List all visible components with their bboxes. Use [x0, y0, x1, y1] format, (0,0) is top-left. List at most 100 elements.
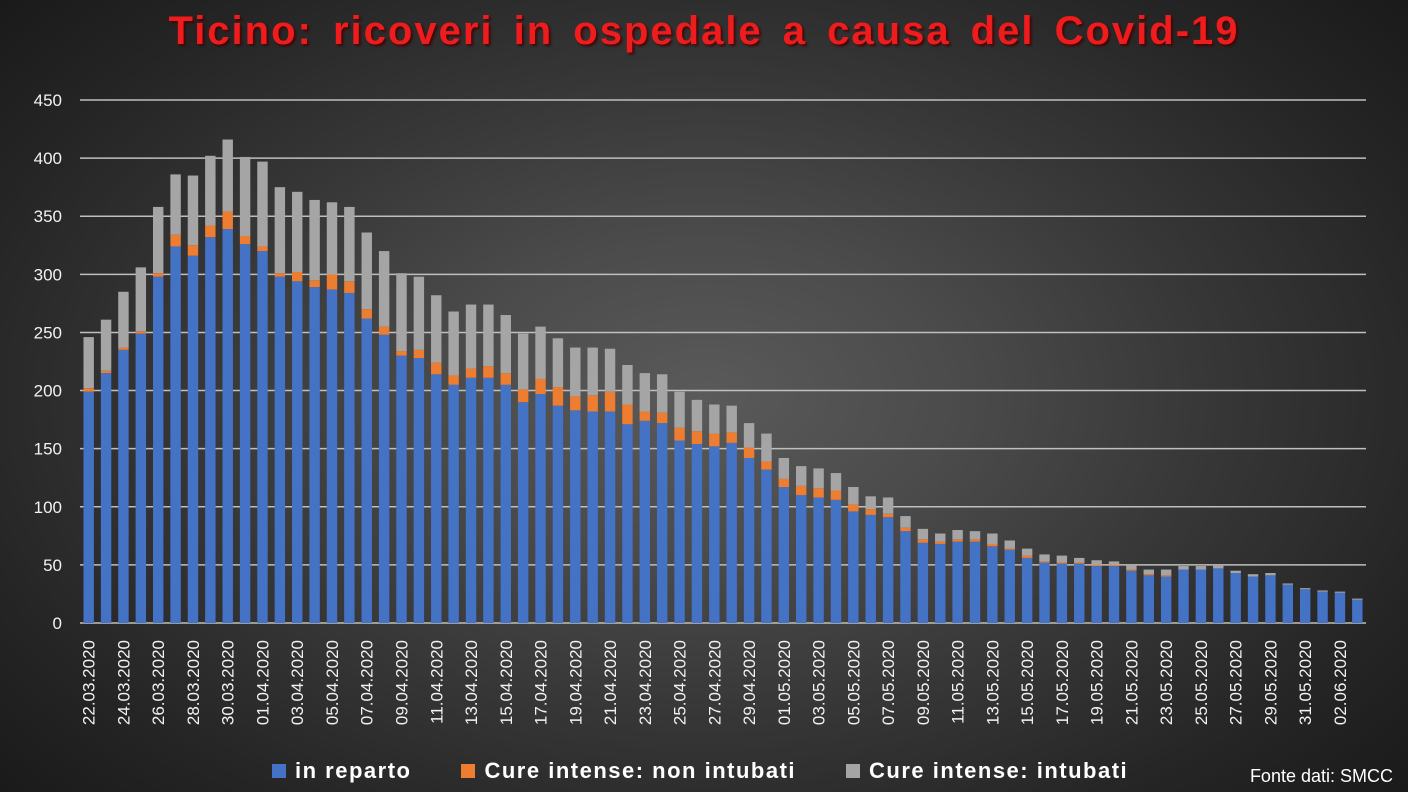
bar-segment-non-intubati [830, 490, 842, 500]
x-tick-label: 13.04.2020 [462, 640, 481, 725]
bar-segment-non-intubati [1108, 564, 1120, 567]
bar-segment-intubati [1074, 557, 1085, 563]
bar-segment-in-reparto [848, 511, 859, 623]
gridlines [80, 99, 1366, 624]
x-tick-label: 03.05.2020 [810, 640, 829, 725]
bar-segment-in-reparto [1160, 576, 1172, 623]
x-tick-label: 27.05.2020 [1227, 640, 1246, 725]
x-tick-label: 02.06.2020 [1331, 640, 1350, 725]
bar-segment-non-intubati [118, 347, 129, 350]
bar-segment-non-intubati [656, 412, 668, 424]
bar-segment-intubati [587, 347, 598, 396]
x-tick-label: 09.04.2020 [393, 640, 412, 725]
x-tick-label: 07.05.2020 [879, 640, 898, 725]
bar-segment-in-reparto [795, 495, 807, 623]
bar-segment-in-reparto [205, 237, 216, 623]
bar-segment-intubati [1195, 566, 1207, 570]
x-tick-label: 05.05.2020 [844, 640, 863, 725]
x-tick-label: 11.05.2020 [949, 640, 968, 724]
x-axis-labels: 22.03.2020 24.03.2020 26.03.2020 28.03.2020… [80, 640, 1350, 725]
bar-segment-intubati [257, 161, 268, 247]
bar-segment-intubati [552, 338, 564, 388]
bar-segment-non-intubati [274, 273, 286, 277]
bar-segment-non-intubati [987, 543, 998, 547]
bar-segment-intubati [187, 175, 199, 246]
bar-segment-in-reparto [326, 289, 338, 623]
bar-segment-intubati [570, 347, 581, 397]
bar-segment-intubati [622, 364, 633, 405]
x-tick-label: 29.05.2020 [1261, 640, 1280, 725]
bar-segment-in-reparto [570, 410, 581, 623]
bar-segment-non-intubati [570, 396, 581, 411]
x-tick-label: 15.04.2020 [497, 640, 516, 725]
bar-segment-non-intubati [500, 373, 511, 385]
bar-segment-in-reparto [535, 394, 546, 623]
x-tick-label: 17.05.2020 [1053, 640, 1072, 725]
bar-segment-in-reparto [1021, 557, 1033, 623]
bar-segment-intubati [239, 156, 251, 236]
bar-segment-intubati [274, 187, 286, 274]
bar-segment-in-reparto [709, 446, 720, 623]
bar-segment-in-reparto [152, 276, 164, 623]
bar-segment-in-reparto [83, 391, 94, 623]
source-note: Fonte dati: SMCC [1249, 766, 1393, 786]
bar-segment-intubati [535, 326, 546, 379]
bar-segment-in-reparto [1143, 575, 1154, 623]
bar-segment-non-intubati [1091, 564, 1102, 567]
bar-segment-intubati [1282, 583, 1294, 585]
bar-segment-in-reparto [1004, 549, 1015, 623]
x-tick-label: 23.05.2020 [1157, 640, 1176, 725]
bar-segment-intubati [882, 497, 894, 514]
bar-segment-intubati [431, 295, 442, 363]
y-tick-label: 200 [34, 382, 62, 401]
bar-segment-in-reparto [1178, 569, 1189, 623]
bar-segment-in-reparto [743, 457, 755, 623]
bar-segment-non-intubati [187, 245, 199, 256]
bar-segment-in-reparto [1074, 563, 1085, 623]
bar-segment-in-reparto [292, 281, 303, 623]
legend-swatch-non-intubati [461, 764, 476, 778]
bar-segment-in-reparto [361, 318, 372, 623]
bar-segment-non-intubati [865, 509, 876, 515]
bar-segment-in-reparto [1265, 575, 1276, 623]
bar-segment-in-reparto [987, 546, 998, 623]
bar-segment-intubati [1247, 574, 1259, 577]
bar-segment-in-reparto [500, 384, 511, 623]
bar-segment-non-intubati [292, 272, 303, 282]
bar-segment-in-reparto [969, 541, 981, 623]
bar-segment-non-intubati [1143, 574, 1154, 576]
bar-segment-non-intubati [483, 366, 494, 378]
bar-segment-intubati [1091, 560, 1102, 565]
y-tick-label: 250 [34, 323, 62, 342]
bar-segment-intubati [743, 423, 755, 448]
bar-segment-in-reparto [448, 384, 459, 623]
bar-segment-in-reparto [431, 374, 442, 623]
bar-segment-in-reparto [274, 276, 286, 623]
y-tick-label: 100 [34, 498, 62, 517]
bar-segment-non-intubati [917, 539, 929, 543]
bar-segment-intubati [813, 468, 824, 489]
bar-segment-non-intubati [795, 485, 807, 496]
bar-segment-non-intubati [761, 461, 772, 470]
x-tick-label: 01.05.2020 [775, 640, 794, 725]
bar-segment-non-intubati [604, 391, 616, 412]
bar-segment-non-intubati [413, 349, 425, 359]
bar-segment-in-reparto [761, 469, 772, 623]
bar-segment-intubati [969, 531, 981, 540]
bar-segment-non-intubati [882, 513, 894, 518]
legend-item-non-intubati: Cure intense: non intubati [461, 757, 796, 785]
bar-segment-in-reparto [639, 420, 651, 623]
bar-segment-non-intubati [691, 431, 703, 445]
x-tick-label: 30.03.2020 [219, 640, 238, 725]
bar-segment-non-intubati [726, 432, 737, 443]
bar-segment-in-reparto [1247, 576, 1259, 623]
bar-segment-intubati [205, 155, 216, 226]
bar-segment-non-intubati [1004, 548, 1015, 550]
bar-segment-in-reparto [917, 542, 929, 623]
bar-segment-non-intubati [83, 388, 94, 392]
bar-segment-intubati [987, 533, 998, 544]
legend-label: in reparto [295, 758, 412, 783]
bar-segment-in-reparto [1352, 599, 1363, 623]
